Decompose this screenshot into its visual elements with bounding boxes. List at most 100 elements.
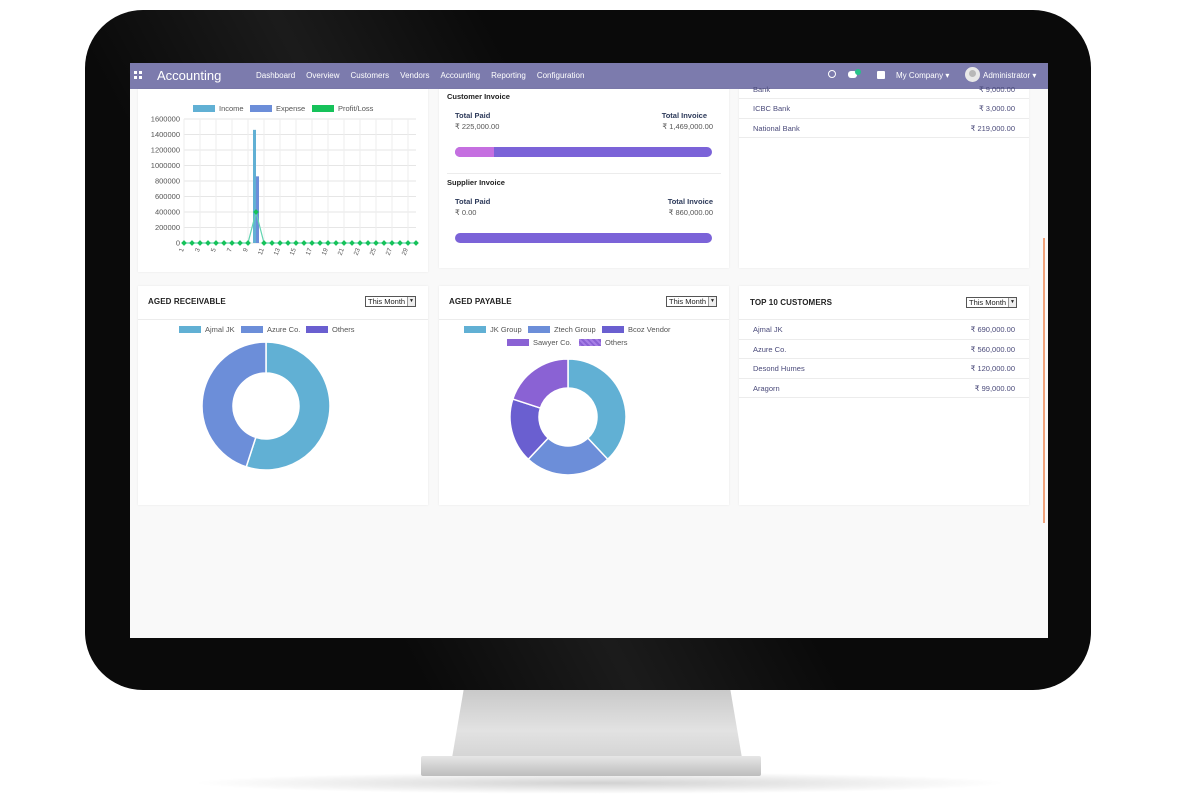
legend-swatch — [250, 105, 272, 112]
point-profit-loss — [341, 240, 347, 246]
menu-reporting[interactable]: Reporting — [491, 71, 526, 80]
point-profit-loss — [405, 240, 411, 246]
legend-swatch — [507, 339, 529, 346]
top-navbar: Accounting Dashboard Overview Customers … — [130, 63, 1048, 89]
legend-label: Ztech Group — [554, 325, 596, 334]
select-value: This Month — [368, 297, 406, 306]
y-tick-label: 200000 — [155, 223, 180, 232]
y-tick-label: 1000000 — [151, 161, 180, 170]
legend-item: Ajmal JK — [179, 325, 235, 334]
chevron-down-icon: ▼ — [1008, 298, 1016, 307]
legend-swatch — [528, 326, 550, 333]
point-profit-loss — [301, 240, 307, 246]
divider — [439, 319, 729, 320]
menu-accounting[interactable]: Accounting — [440, 71, 481, 80]
company-switcher[interactable]: My Company ▾ — [896, 71, 950, 80]
gift-icon[interactable] — [877, 71, 885, 79]
customer-name[interactable]: Ajmal JK — [753, 325, 783, 334]
donut-slice-sawyer-co- — [511, 358, 569, 409]
activity-clock-icon[interactable] — [828, 70, 836, 78]
legend-item: Others — [579, 338, 628, 347]
customer-name[interactable]: Azure Co. — [753, 345, 787, 354]
select-value: This Month — [969, 298, 1007, 307]
point-profit-loss — [181, 240, 187, 246]
menu-dashboard[interactable]: Dashboard — [256, 71, 296, 80]
divider — [739, 118, 1029, 119]
x-tick-label: 3 — [194, 247, 202, 253]
legend-swatch — [312, 105, 334, 112]
customer-name[interactable]: Desond Humes — [753, 364, 805, 373]
aged-receivable-period-select[interactable]: This Month ▼ — [365, 296, 416, 307]
top-customers-title: TOP 10 CUSTOMERS — [750, 298, 833, 307]
point-profit-loss — [205, 240, 211, 246]
x-tick-label: 27 — [385, 247, 394, 257]
legend-swatch — [193, 105, 215, 112]
legend-swatch — [464, 326, 486, 333]
bar-expense — [256, 176, 259, 243]
legend-expense: Expense — [250, 104, 305, 113]
customer-name[interactable]: Aragorn — [753, 384, 780, 393]
divider — [138, 319, 428, 320]
aged-payable-title: AGED PAYABLE — [449, 297, 512, 306]
menu-customers[interactable]: Customers — [350, 71, 390, 80]
point-profit-loss — [213, 240, 219, 246]
donut-slice-ajmal-jk — [245, 341, 331, 471]
customer-total-invoice-value: ₹ 1,469,000.00 — [662, 122, 713, 131]
user-menu[interactable]: Administrator ▾ — [983, 71, 1037, 80]
aged-receivable-donut — [201, 341, 331, 471]
point-profit-loss — [197, 240, 203, 246]
legend-label: Profit/Loss — [338, 104, 374, 113]
chat-icon[interactable] — [848, 71, 857, 78]
point-profit-loss — [389, 240, 395, 246]
divider — [447, 173, 721, 174]
legend-label: Bcoz Vendor — [628, 325, 671, 334]
point-profit-loss — [277, 240, 283, 246]
point-profit-loss — [253, 209, 259, 215]
legend-label: Sawyer Co. — [533, 338, 572, 347]
x-tick-label: 23 — [353, 247, 362, 257]
legend-item: JK Group — [464, 325, 522, 334]
divider — [739, 358, 1029, 359]
y-tick-label: 1600000 — [151, 115, 180, 124]
apps-grid-icon[interactable] — [134, 71, 143, 80]
scrollbar[interactable] — [1043, 238, 1045, 523]
aged-payable-donut — [509, 358, 627, 476]
y-tick-label: 400000 — [155, 208, 180, 217]
supplier-total-paid-value: ₹ 0.00 — [455, 208, 477, 217]
x-tick-label: 19 — [321, 247, 330, 257]
menu-overview[interactable]: Overview — [306, 71, 340, 80]
top-customers-period-select[interactable]: This Month ▼ — [966, 297, 1017, 308]
legend-label: Ajmal JK — [205, 325, 235, 334]
bank-name[interactable]: National Bank — [753, 124, 800, 133]
customer-amount: ₹ 690,000.00 — [970, 325, 1015, 334]
bank-name[interactable]: Bank — [753, 85, 771, 94]
app-title: Accounting — [157, 68, 222, 83]
main-menu: Dashboard Overview Customers Vendors Acc… — [256, 71, 595, 80]
supplier-total-invoice-value: ₹ 860,000.00 — [668, 208, 713, 217]
monitor-stand — [452, 690, 742, 758]
aged-payable-period-select[interactable]: This Month ▼ — [666, 296, 717, 307]
point-profit-loss — [221, 240, 227, 246]
customer-amount: ₹ 99,000.00 — [974, 384, 1015, 393]
legend-item: Sawyer Co. — [507, 338, 572, 347]
point-profit-loss — [261, 240, 267, 246]
avatar[interactable] — [965, 67, 980, 82]
point-profit-loss — [365, 240, 371, 246]
select-value: This Month — [669, 297, 707, 306]
x-tick-label: 7 — [226, 247, 234, 253]
bank-name[interactable]: ICBC Bank — [753, 104, 791, 113]
income-expense-chart: 1600000140000012000001000000800000600000… — [151, 115, 419, 257]
point-profit-loss — [189, 240, 195, 246]
bar-income — [253, 129, 256, 243]
menu-vendors[interactable]: Vendors — [400, 71, 430, 80]
point-profit-loss — [237, 240, 243, 246]
point-profit-loss — [357, 240, 363, 246]
bank-amount: ₹ 3,000.00 — [978, 104, 1015, 113]
legend-swatch — [306, 326, 328, 333]
divider — [739, 137, 1029, 138]
x-tick-label: 11 — [257, 247, 266, 256]
x-tick-label: 1 — [178, 247, 186, 253]
menu-configuration[interactable]: Configuration — [536, 71, 585, 80]
x-tick-label: 9 — [242, 247, 250, 253]
customer-amount: ₹ 120,000.00 — [970, 364, 1015, 373]
